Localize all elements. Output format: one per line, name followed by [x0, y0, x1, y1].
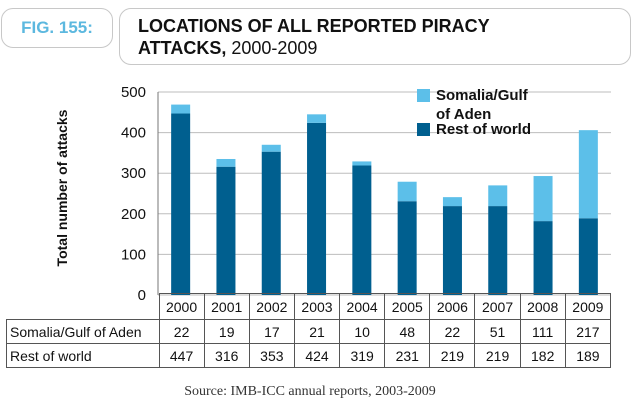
legend-swatch-somalia — [417, 89, 430, 102]
year-cell-2006: 2006 — [429, 293, 476, 320]
bar-somalia-2004 — [352, 161, 372, 166]
year-cell-2000: 2000 — [158, 293, 205, 320]
year-cell-2002: 2002 — [248, 293, 295, 320]
table-row-years: 2000 2001 2002 2003 2004 2005 2006 2007 2008 2009 — [6, 293, 612, 320]
rest-cell-2006: 219 — [429, 343, 476, 368]
bar-rest-2007 — [488, 206, 508, 295]
bar-rest-2006 — [442, 206, 462, 295]
table-row-somalia: Somalia/Gulf of Aden 22 19 17 21 10 48 22 51 111… — [6, 319, 612, 344]
somalia-cell-2003: 21 — [293, 319, 341, 344]
table-corner — [6, 293, 160, 320]
y-tick-label: 100 — [121, 246, 146, 263]
bar-rest-2009 — [578, 218, 598, 295]
somalia-cell-2000: 22 — [158, 319, 205, 344]
somalia-cell-2001: 19 — [203, 319, 250, 344]
y-tick-label: 300 — [121, 165, 146, 182]
bar-somalia-2006 — [442, 197, 462, 207]
bar-somalia-2005 — [397, 181, 417, 202]
rest-cell-2000: 447 — [158, 343, 205, 368]
year-cell-2009: 2009 — [564, 293, 612, 320]
rest-cell-2002: 353 — [248, 343, 295, 368]
row-label-rest: Rest of world — [6, 343, 160, 368]
table-row-rest: Rest of world 447 316 353 424 319 231 219 219 18… — [6, 343, 612, 368]
rest-cell-2004: 319 — [339, 343, 386, 368]
somalia-cell-2002: 17 — [248, 319, 295, 344]
bar-somalia-2000 — [171, 104, 191, 114]
bar-somalia-2009 — [578, 130, 598, 219]
bar-somalia-2001 — [216, 158, 236, 167]
bar-somalia-2003 — [307, 114, 327, 123]
rest-cell-2003: 424 — [293, 343, 341, 368]
legend-label-somalia-2: of Aden — [436, 106, 491, 123]
legend-label-somalia-1: Somalia/Gulf — [436, 87, 529, 104]
somalia-cell-2006: 22 — [429, 319, 476, 344]
rest-cell-2007: 219 — [474, 343, 521, 368]
chart-title: LOCATIONS OF ALL REPORTED PIRACY ATTACKS… — [119, 8, 631, 65]
rest-cell-2005: 231 — [384, 343, 431, 368]
somalia-cell-2009: 217 — [564, 319, 612, 344]
title-years: 2000-2009 — [231, 38, 318, 58]
bar-rest-2001 — [216, 166, 236, 295]
bar-rest-2005 — [397, 201, 417, 295]
somalia-cell-2005: 48 — [384, 319, 431, 344]
bar-rest-2004 — [352, 165, 372, 295]
somalia-cell-2007: 51 — [474, 319, 521, 344]
year-cell-2007: 2007 — [474, 293, 521, 320]
year-cell-2004: 2004 — [339, 293, 386, 320]
bar-rest-2008 — [533, 221, 553, 295]
bar-somalia-2007 — [488, 185, 508, 207]
somalia-cell-2008: 111 — [519, 319, 566, 344]
year-cell-2001: 2001 — [203, 293, 250, 320]
y-tick-label: 200 — [121, 206, 146, 223]
bar-rest-2003 — [307, 122, 327, 295]
bar-rest-2002 — [261, 151, 281, 295]
figure-label: FIG. 155: — [1, 8, 113, 48]
bar-somalia-2002 — [261, 144, 281, 152]
y-tick-label: 400 — [121, 125, 146, 142]
row-label-somalia: Somalia/Gulf of Aden — [6, 319, 160, 344]
data-table: 2000 2001 2002 2003 2004 2005 2006 2007 2008 2009… — [6, 293, 612, 368]
bar-somalia-2008 — [533, 176, 553, 222]
legend-label-rest: Rest of world — [436, 121, 531, 138]
rest-cell-2008: 182 — [519, 343, 566, 368]
year-cell-2005: 2005 — [384, 293, 431, 320]
year-cell-2003: 2003 — [293, 293, 341, 320]
rest-cell-2001: 316 — [203, 343, 250, 368]
year-cell-2008: 2008 — [519, 293, 566, 320]
rest-cell-2009: 189 — [564, 343, 612, 368]
bar-rest-2000 — [171, 113, 191, 295]
source-note: Source: IMB-ICC annual reports, 2003-200… — [184, 384, 436, 399]
somalia-cell-2004: 10 — [339, 319, 386, 344]
legend-swatch-rest — [417, 123, 430, 136]
y-tick-label: 500 — [121, 84, 146, 101]
title-bold: LOCATIONS OF ALL REPORTED PIRACY ATTACKS… — [138, 16, 490, 58]
